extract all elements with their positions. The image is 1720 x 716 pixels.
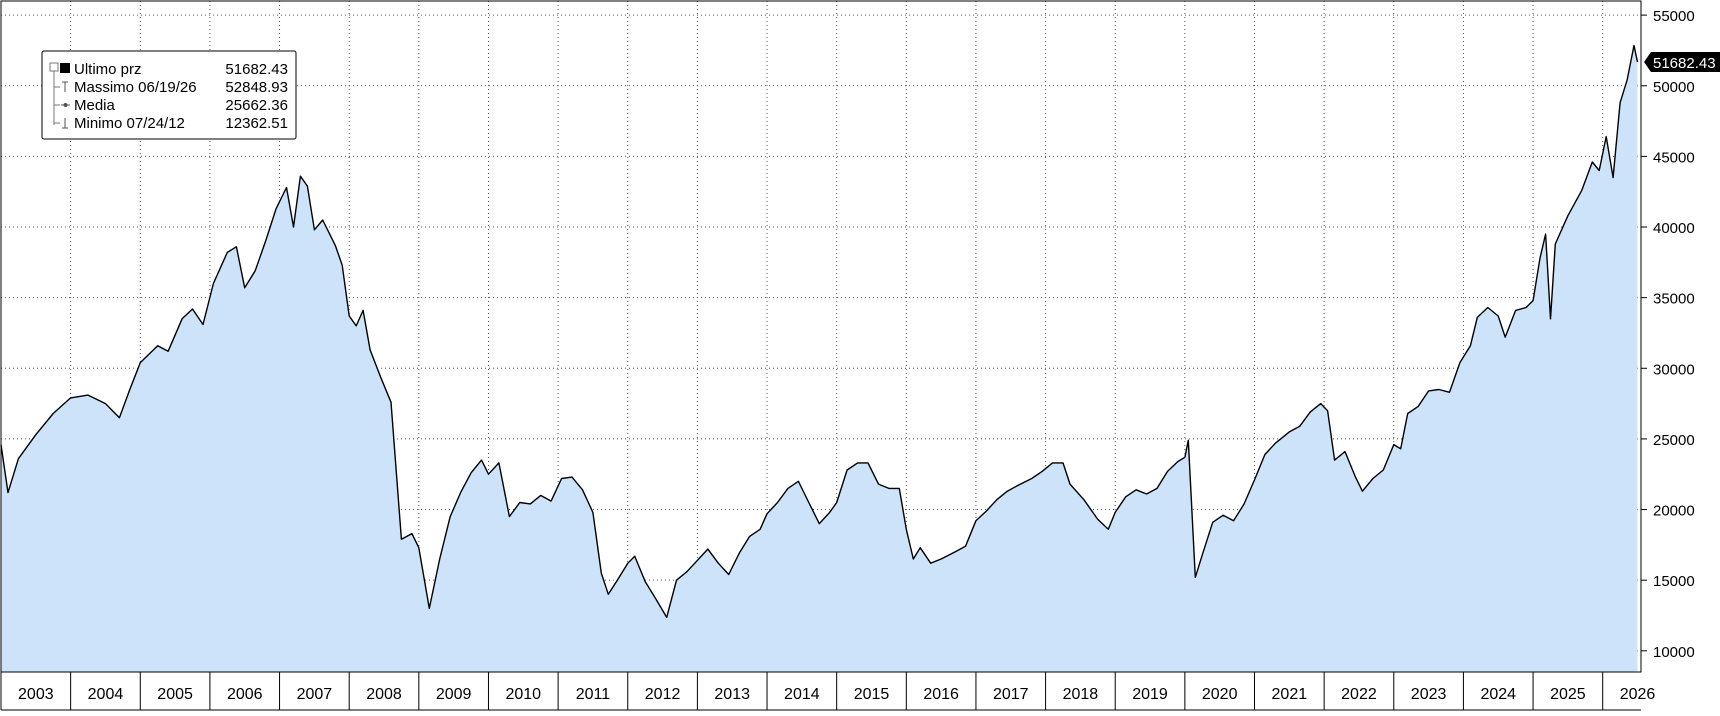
y-tick-label: 15000: [1653, 573, 1695, 590]
y-tick-label: 35000: [1653, 291, 1695, 308]
y-tick-label: 30000: [1653, 361, 1695, 378]
x-tick-label: 2005: [157, 686, 193, 703]
x-tick-label: 2015: [854, 686, 890, 703]
last-value-box: [1644, 51, 1720, 72]
x-tick-label: 2011: [576, 686, 611, 703]
x-tick-label: 2006: [227, 686, 263, 703]
x-tick-label: 2023: [1411, 686, 1447, 703]
plot-border: [0, 0, 1642, 673]
x-tick-label: 2007: [297, 686, 333, 703]
plot-frame: [0, 0, 1642, 711]
x-tick-label: 2018: [1063, 686, 1099, 703]
x-axis: 2003 2004 2005 2006 2007 2008 2009 2010 2011 2012…: [18, 672, 1655, 710]
x-tick-label: 2020: [1202, 686, 1238, 703]
last-value-label: 51682.43: [1653, 55, 1716, 72]
x-tick-label: 2009: [436, 686, 472, 703]
x-tick-label: 2014: [784, 686, 820, 703]
legend-entry-value: 52848.93: [225, 79, 288, 96]
legend-box: [41, 50, 297, 140]
x-tick-label: 2010: [505, 686, 541, 703]
legend-collapse-icon: [49, 62, 59, 72]
x-tick-label: 2026: [1620, 686, 1656, 703]
x-tick-label: 2017: [993, 686, 1029, 703]
x-tick-label: 2024: [1480, 686, 1516, 703]
legend-entry-label: Massimo 06/19/26: [74, 79, 197, 96]
x-tick-label: 2008: [366, 686, 402, 703]
y-axis: 10000 15000 20000 25000 30000 35000 40000 45000…: [1641, 8, 1695, 661]
y-tick-label: 10000: [1653, 644, 1695, 661]
legend-last-price-swatch: [60, 63, 70, 73]
y-tick-label: 45000: [1653, 149, 1695, 166]
price-area: [0, 44, 1639, 672]
price-line: [0, 44, 1639, 619]
y-tick-label: 20000: [1653, 503, 1695, 520]
legend-entry-label: Ultimo prz: [74, 61, 142, 78]
x-tick-label: 2016: [923, 686, 959, 703]
legend-entry-value: 25662.36: [225, 97, 288, 114]
legend-avg-dot: [63, 103, 68, 107]
y-tick-label: 50000: [1653, 79, 1695, 96]
y-tick-label: 55000: [1653, 8, 1695, 25]
x-tick-label: 2021: [1272, 686, 1308, 703]
x-tick-label: 2012: [645, 686, 681, 703]
legend-entry-label: Minimo 07/24/12: [74, 115, 185, 132]
x-tick-label: 2004: [88, 686, 124, 703]
x-tick-label: 2003: [18, 686, 54, 703]
x-tick-label: 2019: [1132, 686, 1168, 703]
legend-entry-value: 12362.51: [225, 115, 288, 132]
y-tick-label: 40000: [1653, 220, 1695, 237]
y-tick-label: 25000: [1653, 432, 1695, 449]
legend: Ultimo prz 51682.43 Massimo 06/19/26 52848.…: [41, 50, 297, 140]
x-tick-label: 2022: [1341, 686, 1377, 703]
area-fill: [1, 45, 1638, 672]
legend-entry-value: 51682.43: [225, 61, 288, 78]
legend-entry-label: Media: [74, 97, 116, 114]
last-value-tag: 51682.43: [1644, 51, 1720, 72]
x-tick-label: 2013: [714, 686, 750, 703]
x-tick-label: 2025: [1550, 686, 1586, 703]
